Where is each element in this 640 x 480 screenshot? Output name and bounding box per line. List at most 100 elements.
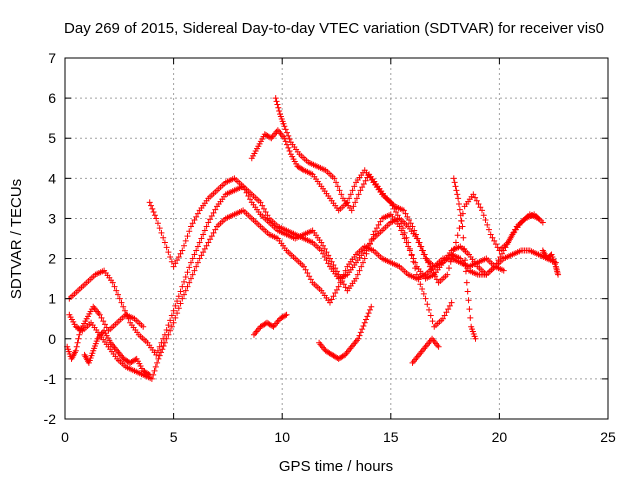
data-point xyxy=(184,233,191,240)
data-point xyxy=(146,371,153,378)
data-point xyxy=(172,314,179,321)
data-point xyxy=(350,203,357,210)
data-point xyxy=(283,311,290,318)
data-point xyxy=(462,268,469,275)
data-point xyxy=(411,227,418,234)
data-point xyxy=(429,318,436,325)
data-point xyxy=(274,101,281,108)
axis-ticks: 0 5 10 15 20 25 -2 -1 0 1 2 3 4 5 6 7 xyxy=(44,50,616,445)
data-point xyxy=(154,220,161,227)
data-point xyxy=(338,191,345,198)
data-point xyxy=(323,257,330,264)
data-point xyxy=(412,265,419,272)
data-point xyxy=(163,326,170,333)
data-point xyxy=(340,281,347,288)
data-point xyxy=(152,363,159,370)
data-point xyxy=(189,271,196,278)
data-point xyxy=(394,212,401,219)
data-point xyxy=(417,281,424,288)
data-point xyxy=(491,237,498,244)
data-point xyxy=(160,335,167,342)
data-point xyxy=(76,331,83,338)
data-point xyxy=(320,250,327,257)
data-point xyxy=(447,258,454,265)
data-point xyxy=(156,343,163,350)
data-point xyxy=(466,306,473,313)
data-point xyxy=(156,225,163,232)
data-point xyxy=(273,98,280,105)
data-point xyxy=(358,263,365,270)
data-point xyxy=(163,244,170,251)
data-point xyxy=(160,234,167,241)
data-point xyxy=(331,175,338,182)
data-point xyxy=(243,189,250,196)
data-point xyxy=(262,209,269,216)
data-point xyxy=(368,303,375,310)
data-point xyxy=(446,265,453,272)
data-point xyxy=(372,228,379,235)
data-point xyxy=(198,252,205,259)
data-point xyxy=(441,312,448,319)
data-point xyxy=(459,223,466,230)
data-point xyxy=(170,319,177,326)
data-point xyxy=(366,306,373,313)
data-point xyxy=(463,279,470,286)
data-point xyxy=(473,197,480,204)
data-point xyxy=(109,279,116,286)
data-point xyxy=(184,269,191,276)
data-point xyxy=(332,290,339,297)
data-point xyxy=(362,177,369,184)
data-point xyxy=(318,247,325,254)
data-point xyxy=(454,232,461,239)
data-point xyxy=(179,247,186,254)
data-point xyxy=(353,275,360,282)
data-point xyxy=(205,239,212,246)
data-point xyxy=(100,318,107,325)
data-point xyxy=(333,179,340,186)
data-point xyxy=(451,179,458,186)
data-point xyxy=(443,309,450,316)
data-point xyxy=(403,234,410,241)
data-point xyxy=(505,239,512,246)
data-point xyxy=(489,234,496,241)
y-tick-label: 3 xyxy=(48,210,56,226)
data-point xyxy=(328,258,335,265)
data-point xyxy=(359,259,366,266)
data-point xyxy=(453,187,460,194)
data-point xyxy=(170,263,177,270)
plot-frame xyxy=(64,57,609,420)
data-point xyxy=(415,276,422,283)
data-point xyxy=(201,245,208,252)
data-point xyxy=(347,191,354,198)
data-point xyxy=(555,271,562,278)
data-point xyxy=(433,276,440,283)
data-point xyxy=(200,249,207,256)
data-point xyxy=(467,314,474,321)
data-point xyxy=(399,225,406,232)
data-point xyxy=(334,183,341,190)
data-point xyxy=(328,296,335,303)
data-point xyxy=(336,187,343,194)
data-point xyxy=(402,210,409,217)
data-point xyxy=(306,273,313,280)
chart-title: Day 269 of 2015, Sidereal Day-to-day VTE… xyxy=(64,20,604,37)
data-point xyxy=(156,352,163,359)
data-point xyxy=(161,239,168,246)
data-point xyxy=(196,239,203,246)
data-point xyxy=(282,126,289,133)
data-point xyxy=(181,242,188,249)
data-point xyxy=(193,247,200,254)
data-point xyxy=(240,183,247,190)
data-point xyxy=(153,215,160,222)
data-point xyxy=(446,302,453,309)
data-point xyxy=(186,228,193,235)
data-point xyxy=(426,306,433,313)
grid xyxy=(65,58,608,419)
data-point xyxy=(506,236,513,243)
data-point xyxy=(148,375,155,382)
data-point xyxy=(282,312,289,319)
data-point xyxy=(477,204,484,211)
data-point xyxy=(400,207,407,214)
data-point xyxy=(406,217,413,224)
data-point xyxy=(154,359,161,366)
